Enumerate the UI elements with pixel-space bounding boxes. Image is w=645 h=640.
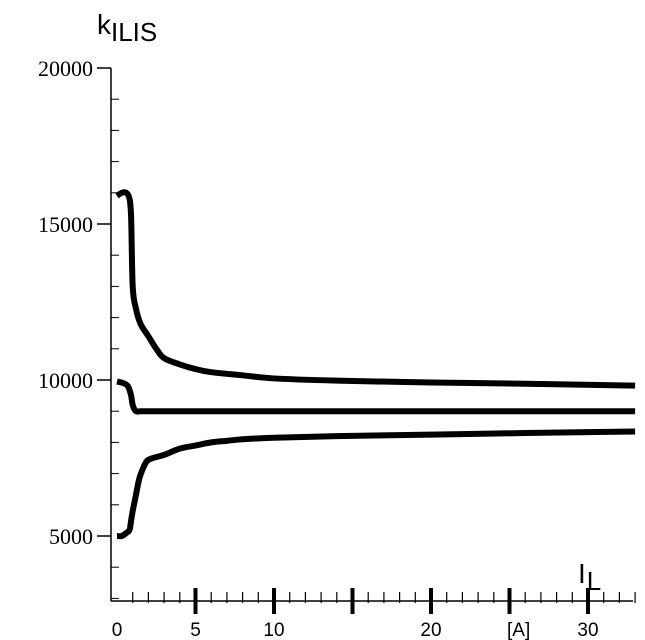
x-tick-label: 30 bbox=[577, 620, 598, 640]
series-line-1 bbox=[115, 189, 636, 389]
y-tick-label: 5000 bbox=[49, 524, 93, 549]
y-ticks: 5000 10000 15000 20000 bbox=[38, 56, 119, 599]
y-tick-label: 20000 bbox=[38, 56, 93, 81]
x-tick-label: 5 bbox=[190, 620, 201, 640]
x-tick-label: 10 bbox=[263, 620, 284, 640]
y-axis-title-sub: ILIS bbox=[111, 17, 157, 47]
x-axis-title-sub: L bbox=[587, 566, 601, 596]
x-axis-title-main: I bbox=[578, 558, 586, 589]
axes bbox=[110, 68, 634, 602]
x-tick-label: 20 bbox=[420, 620, 441, 640]
series-layer bbox=[115, 189, 636, 540]
y-tick-label: 10000 bbox=[38, 368, 93, 393]
y-axis-title: kILIS bbox=[97, 9, 157, 47]
series-line-3 bbox=[116, 428, 636, 540]
x-tick-label: 0 bbox=[112, 620, 123, 640]
x-unit-label: [A] bbox=[507, 620, 530, 640]
series-line-2 bbox=[116, 378, 636, 415]
x-axis-title: IL bbox=[578, 558, 601, 596]
y-axis-title-main: k bbox=[97, 9, 112, 40]
x-ticks: 0 5 10 20 30 bbox=[112, 588, 636, 640]
y-tick-label: 15000 bbox=[38, 212, 93, 237]
